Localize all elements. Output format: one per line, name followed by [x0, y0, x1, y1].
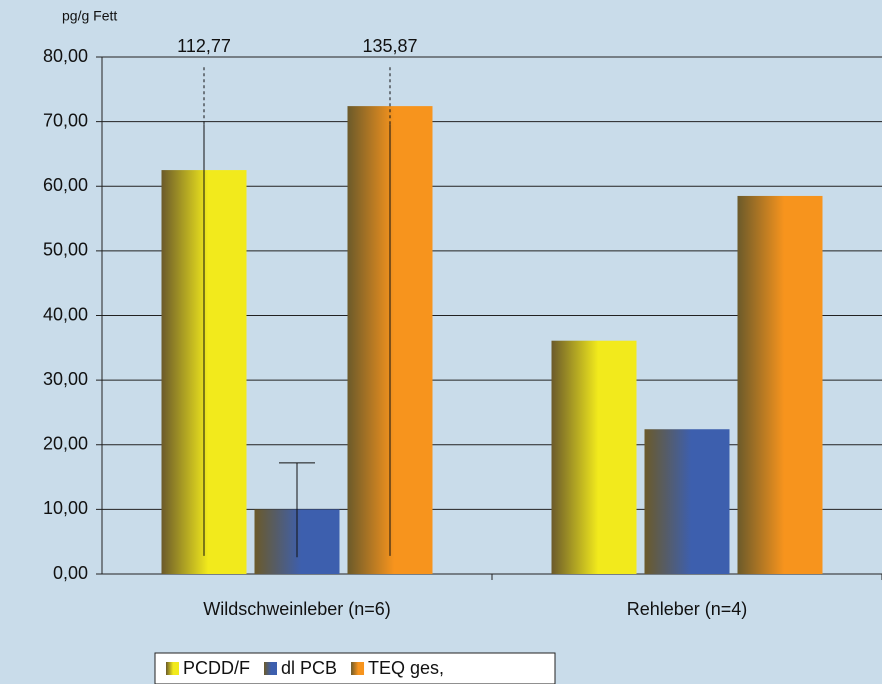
x-tick-label: Wildschweinleber (n=6) [203, 599, 391, 619]
y-tick-label: 30,00 [43, 369, 88, 389]
legend-swatch [264, 662, 277, 675]
y-tick-label: 70,00 [43, 110, 88, 130]
error-label: 112,77 [177, 36, 231, 56]
bar [737, 195, 823, 574]
y-tick-label: 60,00 [43, 175, 88, 195]
legend-swatch [351, 662, 365, 675]
error-label: 135,87 [362, 36, 417, 56]
legend-label: dl PCB [281, 658, 337, 678]
x-tick-label: Rehleber (n=4) [627, 599, 748, 619]
y-tick-label: 0,00 [53, 563, 88, 583]
y-tick-label: 50,00 [43, 240, 88, 260]
legend-swatch [166, 662, 179, 675]
y-axis-label: pg/g Fett [62, 8, 117, 24]
y-tick-label: 20,00 [43, 434, 88, 454]
legend-label: TEQ ges, [368, 658, 444, 678]
y-tick-label: 80,00 [43, 46, 88, 66]
y-tick-label: 10,00 [43, 498, 88, 518]
bar [644, 429, 730, 574]
y-tick-label: 40,00 [43, 304, 88, 324]
bar [551, 340, 637, 574]
legend-label: PCDD/F [183, 658, 250, 678]
